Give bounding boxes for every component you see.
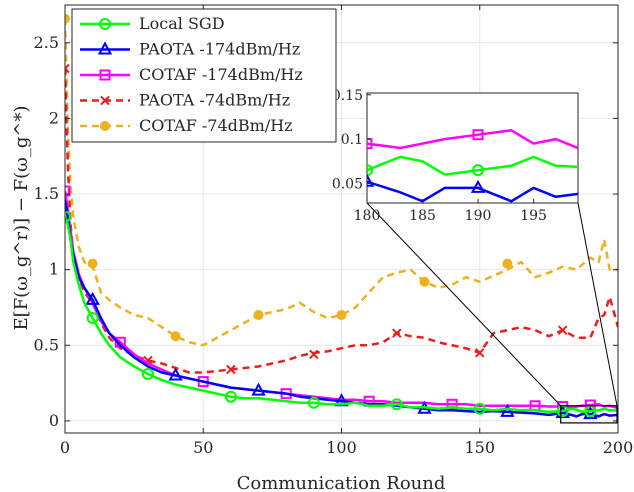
data-point [65, 63, 70, 74]
data-point [392, 328, 402, 338]
x-tick-label: 0 [60, 438, 70, 457]
data-point [168, 367, 183, 381]
series-markers-local-sgd [367, 164, 485, 177]
data-point [87, 258, 98, 269]
legend-label: COTAF -174dBm/Hz [139, 65, 303, 84]
inset-x-tick-label: 185 [409, 208, 436, 224]
series-line-local-sgd [367, 155, 578, 176]
data-point [583, 406, 598, 420]
y-tick-label: 2 [49, 108, 59, 127]
data-point [472, 164, 485, 177]
y-tick-label: 1.5 [34, 184, 59, 203]
x-tick-label: 50 [193, 438, 213, 457]
data-point [85, 291, 100, 305]
inset-y-tick-label: 0.15 [332, 88, 363, 104]
data-point [367, 138, 373, 150]
x-tick-label: 150 [464, 438, 495, 457]
data-point [141, 368, 154, 381]
data-point [100, 121, 110, 131]
axis-ticks: 0 50 100 150 200 0 0.5 1 1.5 2 2.5 [34, 5, 634, 457]
data-point [99, 69, 111, 81]
inset-chart: 180 185 190 195 0.05 0.1 0.15 [332, 88, 579, 224]
zoom-box [560, 405, 618, 424]
data-point [253, 310, 264, 321]
legend-label: Local SGD [139, 14, 225, 33]
data-point [97, 41, 113, 55]
zoom-connector [366, 202, 562, 407]
x-tick-label: 200 [603, 438, 634, 457]
data-point [472, 129, 484, 141]
series-markers-cotaf-174dbm-hz [65, 185, 596, 413]
legend-entry-paota-74dbm-hz: PAOTA -74dBm/Hz [80, 91, 290, 110]
y-tick-label: 0.5 [34, 335, 59, 354]
series-line-cotaf-174dbm-hz [367, 129, 578, 150]
zoom-callout [366, 202, 618, 424]
series-line-paota-74dbm-hz [65, 68, 618, 374]
legend-entry-cotaf-174dbm-hz: COTAF -174dBm/Hz [80, 65, 303, 84]
legend-entry-local-sgd: Local SGD [80, 14, 225, 33]
data-point [170, 331, 181, 342]
data-point [226, 364, 236, 375]
data-point [419, 276, 430, 287]
legend: Local SGD PAOTA -174dBm/Hz COTAF -174dBm/H… [71, 8, 337, 143]
y-tick-label: 2.5 [34, 33, 59, 52]
inset-y-tick-label: 0.1 [341, 132, 363, 148]
data-point [99, 18, 111, 30]
legend-label: PAOTA -174dBm/Hz [139, 40, 300, 59]
data-point [100, 95, 110, 106]
data-point [557, 325, 568, 335]
data-point [446, 398, 458, 410]
data-point [251, 382, 266, 396]
data-point [86, 312, 99, 325]
zoom-connector [577, 202, 618, 406]
legend-label: COTAF -74dBm/Hz [139, 116, 293, 135]
series-line-cotaf-74dbm-hz [65, 18, 618, 347]
data-point [502, 258, 513, 269]
inset-x-tick-label: 180 [354, 208, 381, 224]
x-axis-label: Communication Round [237, 473, 446, 492]
data-point [309, 349, 319, 360]
series-markers-cotaf-74dbm-hz [65, 13, 513, 342]
series-markers-local-sgd [65, 210, 597, 418]
data-point [65, 185, 71, 197]
series-line-paota-174dbm-hz [367, 180, 578, 203]
data-point [224, 390, 237, 403]
x-tick-label: 100 [326, 438, 357, 457]
data-point [65, 210, 71, 223]
data-point [367, 164, 373, 177]
data-point [307, 396, 320, 409]
y-tick-label: 0 [49, 411, 59, 430]
data-point [473, 402, 486, 415]
series-markers-cotaf-174dbm-hz [367, 129, 484, 150]
y-tick-label: 1 [49, 260, 59, 279]
series-markers-paota-74dbm-hz [65, 63, 568, 375]
inset-y-tick-label: 0.05 [332, 176, 363, 192]
legend-entry-cotaf-74dbm-hz: COTAF -74dBm/Hz [80, 116, 293, 135]
inset-x-tick-label: 190 [465, 208, 492, 224]
data-point [470, 179, 486, 193]
data-point [475, 348, 485, 358]
data-point [500, 403, 515, 417]
data-point [390, 398, 403, 411]
legend-entry-paota-174dbm-hz: PAOTA -174dBm/Hz [80, 40, 300, 59]
data-point [336, 310, 347, 321]
series-markers-paota-174dbm-hz [367, 173, 486, 193]
legend-label: PAOTA -74dBm/Hz [139, 91, 290, 110]
data-point [367, 173, 375, 187]
inset-x-tick-label: 195 [520, 208, 547, 224]
y-axis-label: E[F(ω_g^r)] − F(ω_g^*) [11, 106, 32, 331]
data-point [65, 13, 70, 24]
